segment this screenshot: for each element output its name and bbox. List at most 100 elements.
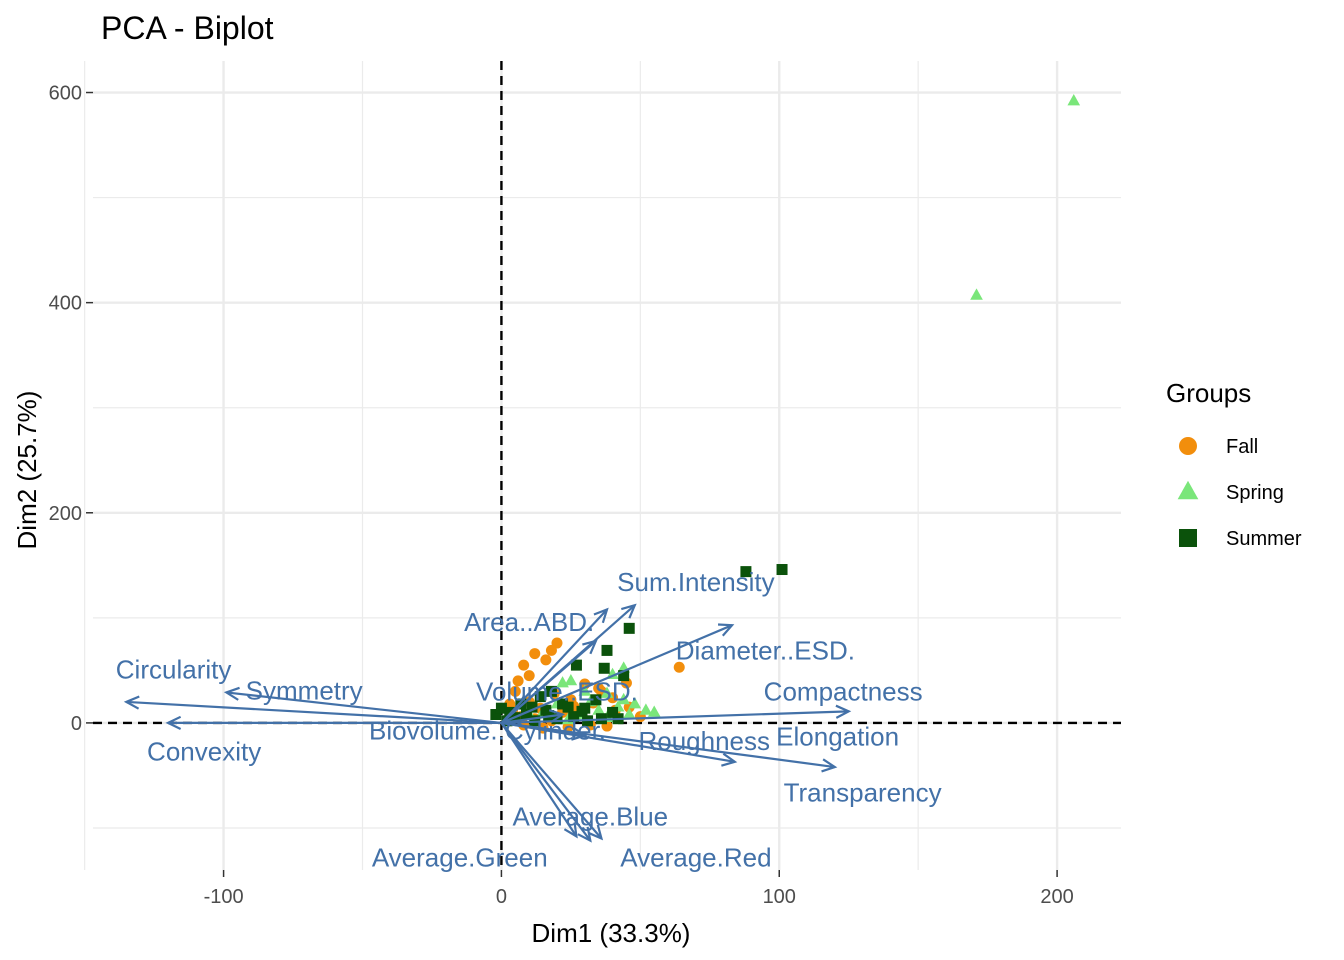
arrow-shaft — [500, 722, 592, 842]
point-fall — [545, 644, 557, 656]
y-tick-label: 0 — [71, 713, 82, 735]
point-summer — [607, 706, 619, 718]
point-summer — [520, 709, 532, 721]
point-summer — [618, 670, 630, 682]
variable-label: Volume..ESD. — [476, 676, 638, 706]
variable-arrows — [123, 603, 852, 843]
arrow-shaft — [500, 722, 578, 837]
point-summer — [534, 691, 546, 703]
point-spring — [628, 697, 642, 709]
point-spring — [1067, 94, 1081, 106]
point-summer — [776, 564, 788, 576]
arrow-head — [721, 752, 738, 767]
arrow-head — [223, 686, 240, 701]
point-spring — [970, 288, 983, 300]
y-tick-label: 200 — [49, 503, 82, 525]
y-axis-title: Dim2 (25.7%) — [12, 391, 42, 550]
point-spring — [578, 684, 592, 696]
y-tick-label: 400 — [49, 293, 82, 315]
x-axis-title: Dim1 (33.3%) — [532, 918, 691, 948]
arrow-compactness — [501, 704, 852, 725]
legend-key-summer — [1179, 529, 1197, 547]
arrow-head — [835, 704, 852, 719]
point-summer — [557, 698, 569, 710]
variable-label: Average.Blue — [513, 801, 669, 831]
y-tick-label: 600 — [49, 83, 82, 105]
variable-label: Diameter..ESD. — [676, 635, 855, 665]
point-summer — [740, 566, 752, 578]
variable-label: Transparency — [784, 777, 942, 807]
point-summer — [568, 711, 580, 723]
legend-key-spring — [1177, 480, 1199, 500]
point-fall — [673, 661, 685, 673]
x-tick-label: -100 — [204, 886, 244, 908]
arrow-head — [571, 726, 588, 741]
arrow-shaft — [500, 640, 597, 724]
legend-key-fall — [1179, 437, 1197, 455]
legend: Groups Fall Spring Summer — [1166, 378, 1302, 550]
arrow-roughness — [501, 721, 588, 741]
point-summer — [562, 701, 574, 713]
arrow-shaft — [226, 691, 502, 725]
arrow-shaft — [501, 713, 563, 724]
point-summer — [490, 709, 502, 721]
variable-label: Sum.Intensity — [617, 567, 775, 597]
arrow-convexity — [165, 715, 502, 730]
arrow-shaft — [500, 722, 603, 840]
variable-label: Convexity — [147, 736, 261, 766]
point-summer — [570, 659, 582, 671]
point-spring — [622, 707, 636, 719]
chart-title: PCA - Biplot — [101, 10, 274, 46]
point-summer — [515, 698, 527, 710]
point-summer — [545, 685, 557, 697]
axis-ticks: -100 0 100 200 0 200 400 600 — [49, 83, 1074, 908]
arrow-head — [123, 695, 140, 710]
legend-title: Groups — [1166, 378, 1251, 408]
arrow-head — [588, 824, 604, 841]
arrow-head — [621, 603, 637, 619]
arrow-shaft — [500, 608, 608, 724]
variable-label: Elongation — [776, 722, 899, 752]
variable-label: Average.Red — [620, 842, 771, 872]
variable-label: Circularity — [116, 654, 232, 684]
point-fall — [540, 654, 552, 666]
arrow-shaft — [501, 710, 849, 725]
variable-label: Area..ABD. — [464, 607, 594, 637]
arrow-average-blue — [500, 722, 604, 841]
arrow-shaft — [126, 700, 502, 725]
point-fall — [523, 670, 535, 682]
point-spring — [600, 686, 614, 698]
point-spring — [592, 703, 605, 715]
arrow-head — [577, 826, 592, 843]
point-summer — [601, 644, 613, 656]
point-fall — [562, 721, 574, 733]
variable-label: Biovolume..Cylinder. — [369, 715, 606, 745]
legend-label-fall: Fall — [1226, 436, 1258, 458]
legend-label-summer: Summer — [1226, 528, 1302, 550]
legend-label-spring: Spring — [1226, 482, 1284, 504]
x-tick-label: 200 — [1040, 886, 1073, 908]
arrow-head — [563, 822, 578, 839]
arrow-head — [548, 709, 566, 724]
point-spring — [647, 705, 661, 717]
x-tick-label: 100 — [763, 886, 796, 908]
point-spring — [639, 703, 653, 715]
arrow-area-abd — [500, 607, 609, 724]
point-fall — [512, 675, 524, 687]
arrow-volume-esd — [500, 639, 598, 724]
point-summer — [576, 705, 588, 717]
arrow-shaft — [501, 721, 585, 737]
arrow-average-green — [500, 722, 578, 839]
arrow-average-red — [500, 722, 592, 843]
point-fall — [518, 659, 530, 671]
arrow-symmetry — [223, 686, 502, 725]
point-summer — [495, 702, 507, 714]
arrow-head — [821, 758, 838, 773]
arrow-head — [582, 639, 598, 655]
arrow-diameter-esd — [500, 623, 735, 724]
x-tick-label: 0 — [496, 886, 507, 908]
arrow-head — [717, 623, 735, 637]
point-summer — [598, 662, 610, 674]
point-fall — [529, 648, 541, 660]
